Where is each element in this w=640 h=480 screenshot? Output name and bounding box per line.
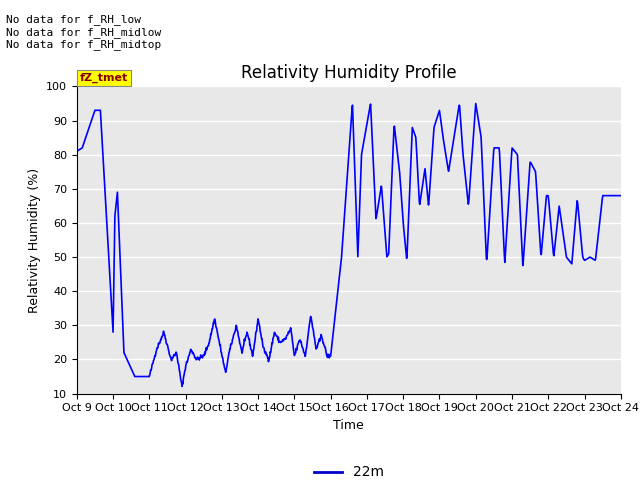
Legend: 22m: 22m [308, 460, 389, 480]
Title: Relativity Humidity Profile: Relativity Humidity Profile [241, 64, 456, 82]
Text: No data for f_RH_low
No data for f_RH_midlow
No data for f_RH_midtop: No data for f_RH_low No data for f_RH_mi… [6, 14, 162, 50]
Y-axis label: Relativity Humidity (%): Relativity Humidity (%) [28, 168, 40, 312]
Text: fZ_tmet: fZ_tmet [79, 73, 128, 84]
X-axis label: Time: Time [333, 419, 364, 432]
